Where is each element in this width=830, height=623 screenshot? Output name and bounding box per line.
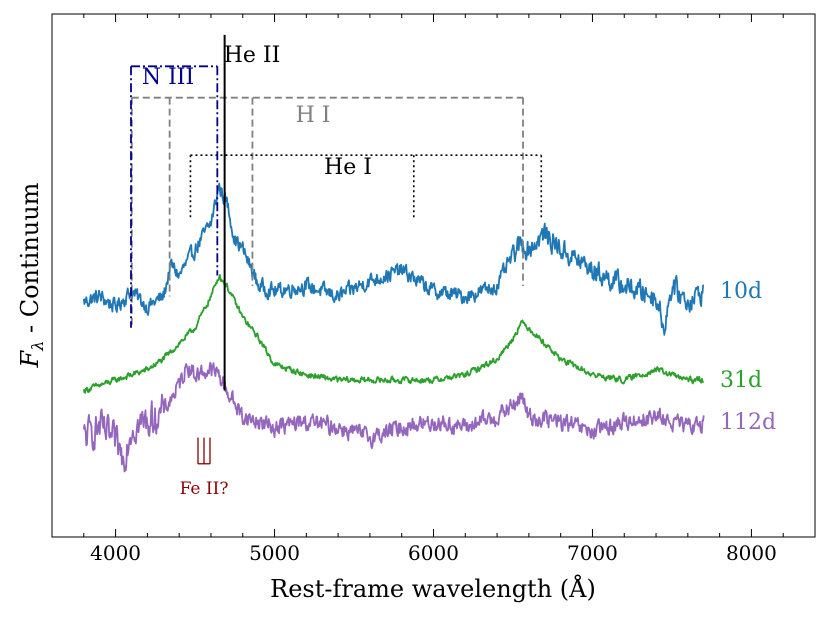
plot-frame (51, 13, 816, 538)
x-axis-ticks: 4000 5000 6000 7000 8000 (83, 14, 784, 565)
x-tick-label: 6000 (408, 541, 459, 565)
fe-ii-label: Fe II? (180, 479, 229, 499)
spectrum-line-10d (82, 182, 705, 336)
y-axis-label-suffix: - Continuum (16, 182, 44, 340)
n-iii-label: N III (142, 65, 194, 90)
x-axis-label: Rest-frame wavelength (Å) (270, 574, 596, 603)
spectrum-line-31d (82, 274, 704, 394)
spectrum-line-112d (82, 361, 705, 473)
x-tick-label: 4000 (90, 541, 141, 565)
line-annotations: H I He I N III He II Fe II? (130, 34, 543, 499)
series-label-112d: 112d (720, 410, 776, 435)
he-ii-label: He II (224, 43, 281, 68)
y-axis-label-subscript: λ (28, 341, 47, 352)
y-axis-label-f: F (16, 349, 44, 368)
series-label-10d: 10d (720, 279, 762, 304)
x-tick-label: 7000 (567, 541, 618, 565)
y-axis-label: Fλ - Continuum (16, 182, 47, 368)
plot-area: 10d 31d 112d (82, 182, 776, 473)
he-i-label: He I (324, 155, 372, 180)
series-label-31d: 31d (720, 368, 762, 393)
x-tick-label: 5000 (249, 541, 300, 565)
h-i-label: H I (296, 103, 331, 128)
x-tick-label: 8000 (726, 541, 777, 565)
